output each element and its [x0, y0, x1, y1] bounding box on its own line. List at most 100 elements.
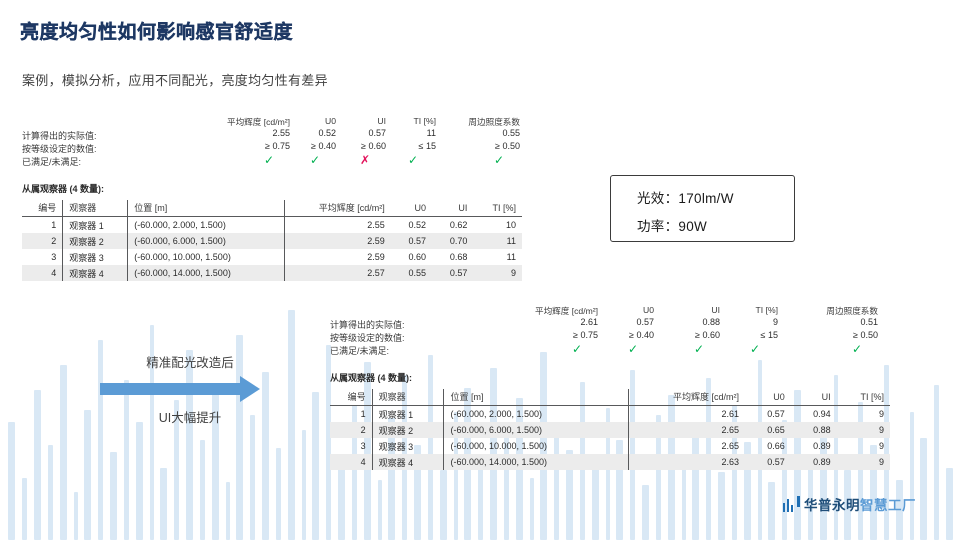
th-observer: 观察器: [372, 389, 445, 406]
summary-header-ti: TI [%]: [755, 305, 778, 315]
table-row: 3 观察器 3 (-60.000, 10.000, 1.500) 2.59 0.60 0.…: [22, 249, 522, 265]
background-bar: [136, 422, 143, 540]
summary-header-row: 平均辉度 [cd/m²] U0 UI TI [%] 周边照度系数: [330, 305, 930, 317]
value-required-surround: ≥ 0.50: [495, 141, 520, 151]
background-bar: [338, 460, 345, 540]
background-bar: [302, 430, 306, 540]
background-bar: [592, 465, 599, 540]
summary-header-surround: 周边照度系数: [468, 117, 520, 127]
cell-observer: 观察器 3: [62, 249, 129, 265]
summary-actual-row: 计算得出的实际值: 2.61 0.57 0.88 9 0.51: [330, 317, 930, 330]
status-icon-luminance: ✓: [571, 342, 583, 356]
summary-header-u0: U0: [325, 116, 336, 126]
background-bar: [312, 392, 319, 540]
value-required-ti: ≤ 15: [418, 141, 436, 151]
cell-position: (-60.000, 2.000, 1.500): [443, 405, 630, 422]
cell-ui: 0.89: [813, 441, 831, 451]
cell-no: 1: [330, 405, 373, 422]
summary-header-row: 平均辉度 [cd/m²] U0 UI TI [%] 周边照度系数: [22, 116, 562, 128]
arrow-icon: [100, 376, 280, 402]
value-actual-surround: 0.55: [502, 128, 520, 138]
background-bar: [74, 492, 78, 540]
value-actual-luminance: 2.61: [580, 317, 598, 327]
summary-label-status: 已满足/未满足:: [330, 346, 390, 356]
cell-position: (-60.000, 10.000, 1.500): [443, 438, 630, 454]
cell-ui: 0.88: [790, 422, 837, 438]
summary-label-actual: 计算得出的实际值:: [22, 131, 97, 141]
cell-ti: 11: [473, 233, 522, 249]
background-bar: [768, 482, 775, 540]
status-icon-surround: ✓: [493, 153, 505, 167]
cell-ui: 0.57: [432, 265, 474, 281]
th-luminance: 平均辉度 [cd/m²]: [284, 200, 391, 217]
th-ui: UI: [790, 389, 837, 406]
cell-u0: 0.52: [408, 220, 427, 230]
page-title: 亮度均匀性如何影响感官舒适度: [20, 22, 294, 43]
observer-caption-before: 从属观察器 (4 数量):: [22, 184, 104, 194]
summary-status-row: 已满足/未满足: ✓ ✓ ✗ ✓ ✓: [22, 154, 562, 172]
spec-callout-box: 光效：170lm/W 功率：90W: [610, 175, 795, 242]
cell-no: 4: [22, 265, 64, 281]
cell-luminance: 2.57: [284, 265, 391, 281]
cell-no: 2: [22, 233, 64, 249]
background-bar: [530, 478, 534, 540]
observer-table-after-body: 1 观察器 1 (-60.000, 2.000, 1.500) 2.61 0.57 0.9…: [330, 405, 890, 470]
cell-luminance: 2.59: [367, 252, 385, 262]
value-actual-ui: 0.88: [702, 317, 720, 327]
transition-arrow-block: 精准配光改造后 UI大幅提升: [100, 352, 280, 426]
cell-ti: 9: [836, 422, 890, 438]
cell-ti: 9: [878, 409, 884, 419]
cell-position: (-60.000, 14.000, 1.500): [443, 454, 630, 470]
background-bar: [160, 468, 167, 540]
cell-luminance: 2.63: [628, 454, 745, 470]
value-required-u0: ≥ 0.40: [311, 141, 336, 151]
status-icon-u0: ✓: [309, 153, 321, 167]
value-required-u0: ≥ 0.40: [629, 330, 654, 340]
cell-position: (-60.000, 6.000, 1.500): [127, 233, 285, 249]
table-header-row: 编号 观察器 位置 [m] 平均辉度 [cd/m²] U0 UI TI [%]: [22, 200, 522, 217]
cell-no: 1: [22, 216, 64, 233]
th-no: 编号: [330, 389, 373, 406]
summary-header-u0: U0: [643, 305, 654, 315]
observer-caption-after: 从属观察器 (4 数量):: [330, 373, 412, 383]
value-required-ui: ≥ 0.60: [695, 330, 720, 340]
summary-actual-row: 计算得出的实际值: 2.55 0.52 0.57 11 0.55: [22, 128, 562, 141]
summary-label-required: 按等级设定的数值:: [330, 333, 405, 343]
th-observer: 观察器: [62, 200, 129, 217]
cell-luminance: 2.55: [367, 220, 385, 230]
value-required-ti: ≤ 15: [760, 330, 778, 340]
arrow-bottom-label: UI大幅提升: [158, 411, 222, 425]
background-bar: [22, 478, 27, 540]
status-icon-ti: ✓: [407, 153, 419, 167]
summary-status-row: 已满足/未满足: ✓ ✓ ✓ ✓ ✓: [330, 343, 930, 361]
cell-ui: 0.62: [449, 220, 468, 230]
summary-header-luminance: 平均辉度 [cd/m²]: [534, 306, 598, 316]
th-ti: TI [%]: [836, 389, 890, 406]
value-actual-u0: 0.57: [636, 317, 654, 327]
table-row: 4 观察器 4 (-60.000, 14.000, 1.500) 2.57 0.55 0.…: [22, 265, 522, 281]
th-no: 编号: [22, 200, 64, 217]
cell-position: (-60.000, 6.000, 1.500): [443, 422, 630, 438]
status-icon-ui: ✓: [693, 342, 705, 356]
cell-luminance: 2.65: [721, 441, 739, 451]
cell-ui: 0.70: [432, 233, 474, 249]
cell-ti: 10: [505, 220, 516, 230]
cell-ti: 9: [836, 454, 890, 470]
cell-observer: 观察器 2: [372, 422, 445, 438]
observer-table-after: 编号 观察器 位置 [m] 平均辉度 [cd/m²] U0 UI TI [%] …: [330, 389, 890, 470]
cell-u0: 0.57: [744, 454, 791, 470]
cell-ti: 9: [473, 265, 522, 281]
background-bar: [378, 480, 382, 540]
th-luminance: 平均辉度 [cd/m²]: [628, 389, 745, 406]
background-bar: [84, 410, 91, 540]
background-bar: [276, 448, 281, 540]
background-bar: [250, 415, 255, 540]
cell-observer: 观察器 2: [62, 233, 129, 249]
cell-no: 2: [330, 422, 373, 438]
background-bar: [642, 485, 649, 540]
summary-label-actual: 计算得出的实际值:: [330, 320, 405, 330]
summary-header-ti: TI [%]: [413, 116, 436, 126]
background-bar: [226, 482, 230, 540]
cell-ui: 0.89: [790, 454, 837, 470]
status-icon-ui: ✗: [359, 153, 371, 167]
